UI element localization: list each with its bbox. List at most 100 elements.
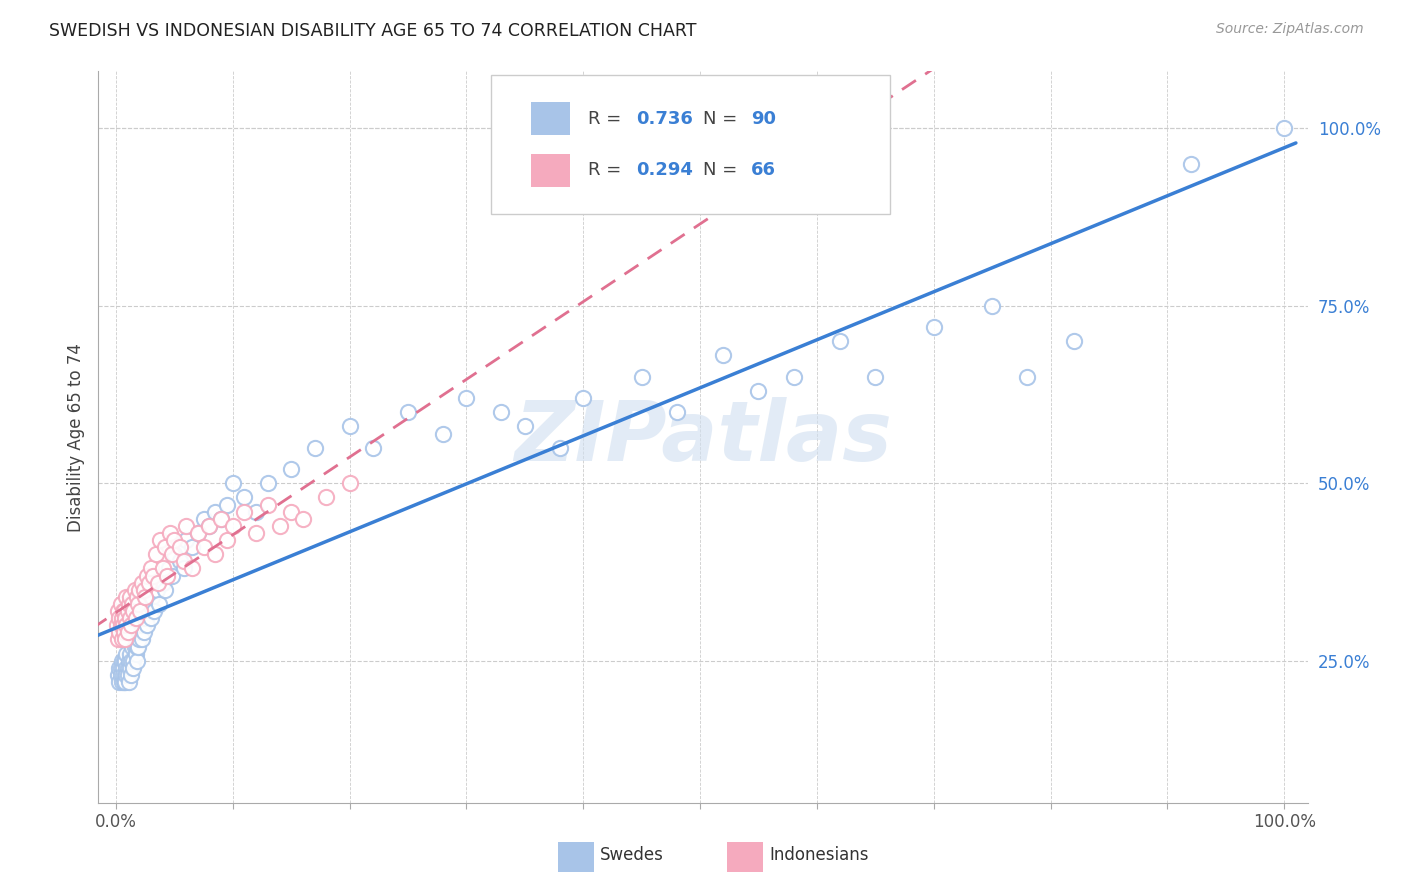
Point xyxy=(127,597,149,611)
Point xyxy=(222,519,245,533)
Point xyxy=(1272,121,1295,136)
Point xyxy=(572,391,595,405)
Point xyxy=(173,561,195,575)
Point xyxy=(148,597,170,611)
Point xyxy=(110,668,132,682)
Text: N =: N = xyxy=(703,161,742,179)
Point xyxy=(865,369,887,384)
Point xyxy=(128,632,150,647)
Text: Swedes: Swedes xyxy=(600,847,664,864)
Point xyxy=(193,540,215,554)
Point xyxy=(114,654,136,668)
Point xyxy=(280,462,302,476)
Point xyxy=(139,561,162,575)
Point xyxy=(209,512,232,526)
Point xyxy=(245,525,267,540)
Point xyxy=(122,604,145,618)
Point xyxy=(118,597,141,611)
Text: 0.294: 0.294 xyxy=(637,161,693,179)
Point xyxy=(118,611,141,625)
Point xyxy=(922,320,945,334)
Point xyxy=(204,505,226,519)
Point xyxy=(198,519,221,533)
Point xyxy=(122,654,145,668)
Point xyxy=(117,604,139,618)
Point xyxy=(513,419,536,434)
Point xyxy=(136,618,159,632)
Point xyxy=(291,512,314,526)
Point xyxy=(125,654,148,668)
Point xyxy=(187,525,209,540)
Point xyxy=(108,675,131,690)
Point xyxy=(256,476,278,491)
Point xyxy=(115,618,138,632)
Point xyxy=(163,533,186,547)
Point xyxy=(132,582,155,597)
Point xyxy=(108,611,131,625)
Point xyxy=(180,561,202,575)
Point xyxy=(118,590,141,604)
Point xyxy=(215,533,238,547)
Point xyxy=(548,441,571,455)
Point xyxy=(120,618,142,632)
Point xyxy=(111,668,134,682)
Point xyxy=(630,369,652,384)
Point xyxy=(114,611,136,625)
Point xyxy=(187,525,209,540)
Point xyxy=(111,611,134,625)
Point xyxy=(115,661,138,675)
Point xyxy=(173,554,195,568)
Point xyxy=(1180,156,1202,170)
Point xyxy=(146,575,169,590)
Point xyxy=(115,647,138,661)
Point xyxy=(280,505,302,519)
Point xyxy=(981,299,1004,313)
Point xyxy=(315,491,337,505)
Point xyxy=(222,476,245,491)
Point xyxy=(134,590,156,604)
Point xyxy=(105,618,128,632)
Point xyxy=(118,661,141,675)
Point xyxy=(233,505,256,519)
Point xyxy=(112,604,135,618)
Point xyxy=(111,604,134,618)
Text: 90: 90 xyxy=(751,110,776,128)
Text: R =: R = xyxy=(588,161,627,179)
Point xyxy=(128,582,150,597)
Point xyxy=(169,554,191,568)
Point xyxy=(107,668,129,682)
Point xyxy=(153,540,176,554)
Point xyxy=(121,640,143,654)
Text: SWEDISH VS INDONESIAN DISABILITY AGE 65 TO 74 CORRELATION CHART: SWEDISH VS INDONESIAN DISABILITY AGE 65 … xyxy=(49,22,697,40)
Point xyxy=(215,498,238,512)
Point xyxy=(122,661,145,675)
Point xyxy=(156,568,179,582)
Point xyxy=(146,582,169,597)
Point xyxy=(152,575,174,590)
Point xyxy=(138,597,160,611)
Point xyxy=(163,547,186,561)
Point xyxy=(125,611,148,625)
Point xyxy=(118,675,141,690)
Point xyxy=(127,640,149,654)
Point xyxy=(432,426,454,441)
Point xyxy=(269,519,291,533)
Text: 0.736: 0.736 xyxy=(637,110,693,128)
Point xyxy=(115,668,138,682)
Point xyxy=(111,661,134,675)
Point xyxy=(111,618,134,632)
Point xyxy=(115,590,138,604)
Text: Source: ZipAtlas.com: Source: ZipAtlas.com xyxy=(1216,22,1364,37)
Point xyxy=(129,604,152,618)
Point xyxy=(117,661,139,675)
Point xyxy=(160,547,183,561)
Point xyxy=(157,561,180,575)
Point xyxy=(145,547,167,561)
Point xyxy=(159,525,181,540)
Point xyxy=(198,519,221,533)
Point xyxy=(125,647,148,661)
Point xyxy=(111,675,134,690)
Text: ZIPatlas: ZIPatlas xyxy=(515,397,891,477)
Point xyxy=(233,491,256,505)
Point xyxy=(107,632,129,647)
